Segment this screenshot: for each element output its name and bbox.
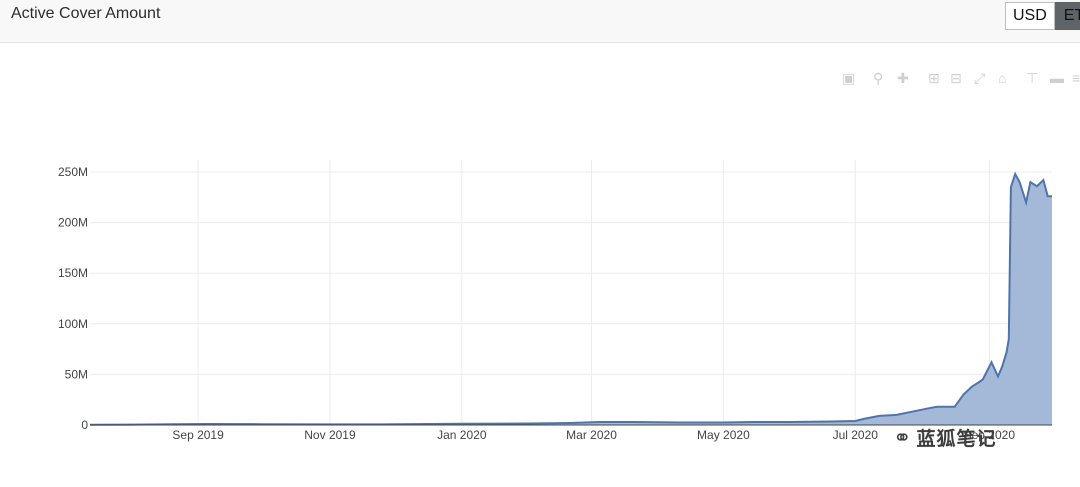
x-tick-label: Jul 2020 [833, 428, 879, 442]
x-tick-label: Sep 2019 [172, 428, 224, 442]
y-tick-label: 250M [58, 165, 88, 179]
x-axis-ticks: Sep 2019 Nov 2019 Jan 2020 Mar 2020 May 2020… [172, 428, 1015, 442]
y-tick-label: 150M [58, 266, 88, 280]
y-tick-label: 0 [81, 418, 88, 432]
autoscale-icon[interactable]: ⤢ [974, 70, 986, 86]
camera-icon[interactable]: ▣ [842, 70, 856, 86]
series-line [89, 171, 1052, 426]
gridlines [90, 160, 1052, 425]
hover-compare-icon[interactable]: ≡ [1072, 70, 1080, 86]
zoom-in-icon[interactable]: ⊞ [928, 70, 940, 86]
x-tick-label: Nov 2019 [304, 428, 356, 442]
y-tick-label: 200M [58, 216, 88, 230]
x-tick-label: Jan 2020 [437, 428, 487, 442]
spike-lines-icon[interactable]: ⊤ [1026, 70, 1039, 86]
x-tick-label: Sep 2020 [964, 428, 1016, 442]
y-axis-ticks: 0 50M 100M 150M 200M 250M [58, 165, 88, 432]
x-tick-label: Mar 2020 [566, 428, 617, 442]
chart-title: Active Cover Amount [11, 5, 161, 22]
currency-toggle[interactable]: USD ETH [1005, 2, 1080, 30]
series-area [90, 174, 1052, 425]
pan-icon[interactable]: ✚ [897, 70, 909, 86]
zoom-icon[interactable]: ⚲ [873, 70, 884, 86]
chat-bubble-icon: ⚭ [893, 425, 913, 450]
hover-closest-icon[interactable]: ▬ [1050, 70, 1064, 86]
y-tick-label: 100M [58, 317, 88, 331]
y-tick-label: 50M [65, 367, 88, 381]
watermark-text: 蓝狐笔记 [916, 429, 997, 450]
eth-option[interactable]: ETH [1054, 2, 1080, 30]
home-icon[interactable]: ⌂ [998, 70, 1007, 86]
chart-header: Active Cover Amount USD ETH [0, 0, 1080, 43]
x-tick-label: May 2020 [697, 428, 750, 442]
zoom-out-icon[interactable]: ⊟ [950, 70, 962, 86]
usd-option[interactable]: USD [1005, 2, 1055, 30]
watermark: ⚭ 蓝狐笔记 [893, 424, 996, 451]
